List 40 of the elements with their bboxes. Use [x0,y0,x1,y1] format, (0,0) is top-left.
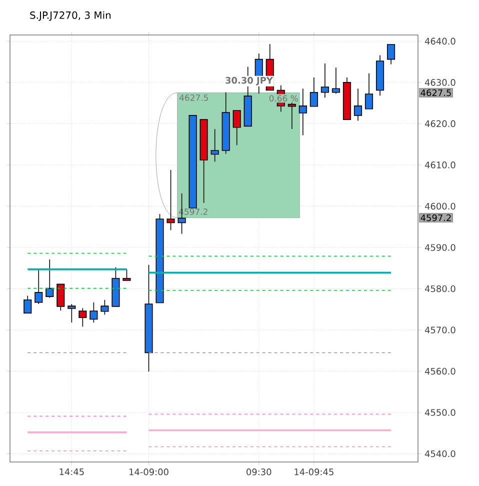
candlestick [56,284,65,311]
candlestick [320,63,329,98]
candlestick [210,128,219,162]
candlestick [354,88,362,122]
candlestick [122,268,131,281]
candlestick [310,77,318,107]
y-tick-label: 4640.0 [424,38,456,45]
candlestick [386,44,396,65]
candlestick [78,308,87,328]
y-tick-label: 4630.0 [424,79,456,86]
candlestick [100,299,109,316]
text: 4597.2 [420,214,451,222]
candlestick [46,259,54,298]
candlestick [298,88,307,136]
y-tick-label: 4610.0 [424,162,456,168]
y-tick-label: 4570.0 [424,326,456,334]
candlestick [332,67,340,94]
y-tick-label: 4590.0 [424,244,456,251]
x-tick-label: 14:45 [60,468,84,476]
candlestick [24,295,32,314]
text: 4627.5 [420,89,451,96]
x-tick-label: 14-09:00 [129,468,168,476]
annotation: 30.30 JPY [226,76,273,86]
annotation: 4627.5 [179,94,208,101]
candlestick [232,110,241,146]
candlestick [90,302,98,323]
x-tick-label: 09:30 [246,468,272,476]
candlestick [68,304,76,323]
y-tick-label: 4620.0 [424,120,456,128]
y-tick-label: 4550.0 [424,409,456,416]
y-tick-label: 4540.0 [424,450,456,458]
chart-title: S.JP.J7270, 3 Min [30,11,111,21]
y-tick-label: 4600.0 [424,202,456,210]
candlestick [166,170,175,231]
y-tick-label: 4560.0 [424,368,456,375]
candlestick [364,72,374,110]
x-tick-label: 14-09:45 [294,468,334,476]
annotation: 0.66 % [269,95,298,102]
candlestick [34,268,43,304]
y-tick-label: 4580.0 [424,285,456,292]
